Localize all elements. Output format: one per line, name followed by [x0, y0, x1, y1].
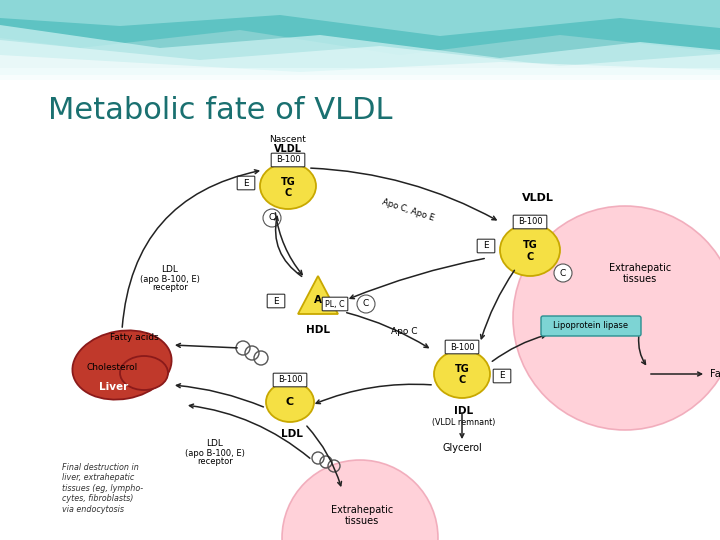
- Text: C: C: [363, 300, 369, 308]
- Text: Fatty acids: Fatty acids: [710, 369, 720, 379]
- FancyBboxPatch shape: [477, 239, 495, 253]
- Text: C: C: [459, 375, 466, 385]
- Text: Lipoprotein lipase: Lipoprotein lipase: [554, 321, 629, 330]
- Ellipse shape: [73, 330, 171, 400]
- Text: Fatty acids: Fatty acids: [109, 333, 158, 341]
- Text: (apo B-100, E): (apo B-100, E): [140, 274, 200, 284]
- FancyBboxPatch shape: [323, 297, 348, 311]
- Polygon shape: [0, 25, 720, 75]
- Text: Final destruction in
liver, extrahepatic
tissues (eg, lympho-
cytes, fibroblasts: Final destruction in liver, extrahepatic…: [62, 463, 143, 514]
- Polygon shape: [298, 276, 338, 314]
- Text: tissues: tissues: [623, 274, 657, 284]
- Text: IDL: IDL: [454, 406, 474, 416]
- FancyBboxPatch shape: [267, 294, 285, 308]
- FancyBboxPatch shape: [271, 153, 305, 167]
- Text: PL, C: PL, C: [325, 300, 345, 308]
- Text: LDL: LDL: [207, 440, 223, 449]
- Text: E: E: [499, 372, 505, 381]
- Polygon shape: [0, 0, 720, 36]
- Ellipse shape: [500, 224, 560, 276]
- Polygon shape: [0, 40, 720, 80]
- Circle shape: [513, 206, 720, 430]
- Text: C: C: [526, 252, 534, 262]
- Text: receptor: receptor: [152, 284, 188, 293]
- Ellipse shape: [120, 356, 168, 390]
- Text: B-100: B-100: [518, 218, 542, 226]
- Text: Glycerol: Glycerol: [442, 443, 482, 453]
- Text: (apo B-100, E): (apo B-100, E): [185, 449, 245, 457]
- Text: E: E: [273, 296, 279, 306]
- Text: Extrahepatic: Extrahepatic: [609, 263, 671, 273]
- Ellipse shape: [266, 382, 314, 422]
- Text: B-100: B-100: [450, 342, 474, 352]
- Text: LDL: LDL: [281, 429, 303, 439]
- Text: E: E: [483, 241, 489, 251]
- Text: TG: TG: [523, 240, 537, 250]
- Text: B-100: B-100: [278, 375, 302, 384]
- Circle shape: [554, 264, 572, 282]
- Text: Apo C, Apo E: Apo C, Apo E: [381, 197, 435, 222]
- Text: Apo C: Apo C: [391, 327, 418, 336]
- FancyBboxPatch shape: [513, 215, 546, 229]
- FancyBboxPatch shape: [0, 0, 720, 68]
- Ellipse shape: [260, 163, 316, 209]
- FancyBboxPatch shape: [237, 176, 255, 190]
- FancyBboxPatch shape: [445, 340, 479, 354]
- Text: VLDL: VLDL: [522, 193, 554, 203]
- Text: HDL: HDL: [306, 325, 330, 335]
- Text: C: C: [284, 188, 292, 198]
- Text: tissues: tissues: [345, 516, 379, 526]
- Text: TG: TG: [454, 364, 469, 374]
- Text: (VLDL remnant): (VLDL remnant): [432, 417, 495, 427]
- Text: Liver: Liver: [99, 382, 129, 392]
- Text: C: C: [286, 397, 294, 407]
- Text: B-100: B-100: [276, 156, 300, 165]
- Circle shape: [357, 295, 375, 313]
- Text: C: C: [269, 213, 275, 222]
- Circle shape: [263, 209, 281, 227]
- Polygon shape: [0, 55, 720, 95]
- Text: Nascent: Nascent: [269, 136, 307, 145]
- Text: E: E: [243, 179, 249, 187]
- Text: Extrahepatic: Extrahepatic: [331, 505, 393, 515]
- Text: VLDL: VLDL: [274, 144, 302, 154]
- Text: Metabolic fate of VLDL: Metabolic fate of VLDL: [48, 96, 392, 125]
- Circle shape: [282, 460, 438, 540]
- FancyBboxPatch shape: [493, 369, 510, 383]
- Text: C: C: [560, 268, 566, 278]
- FancyBboxPatch shape: [541, 316, 641, 336]
- Text: TG: TG: [281, 177, 295, 187]
- FancyBboxPatch shape: [273, 373, 307, 387]
- Text: Cholesterol: Cholesterol: [86, 362, 138, 372]
- Text: A: A: [314, 295, 322, 305]
- Polygon shape: [0, 0, 720, 55]
- Text: receptor: receptor: [197, 457, 233, 467]
- Text: LDL: LDL: [161, 266, 179, 274]
- Ellipse shape: [434, 350, 490, 398]
